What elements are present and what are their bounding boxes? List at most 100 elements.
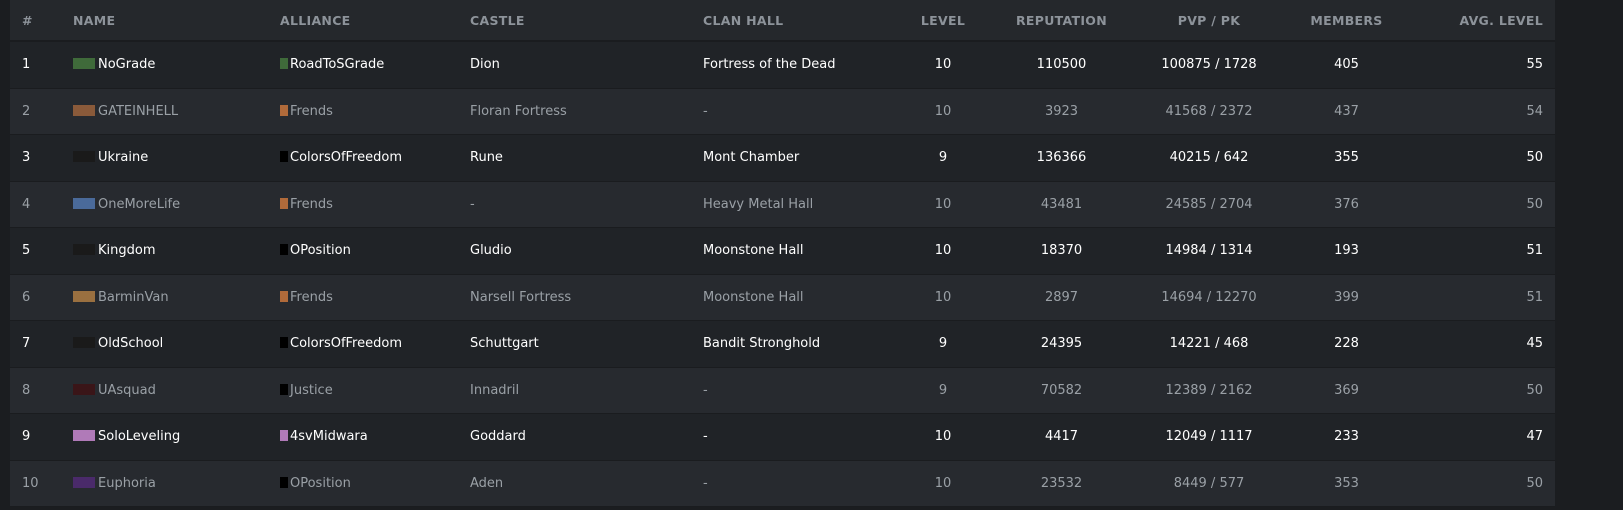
avg-level-cell: 47	[1404, 413, 1555, 461]
alliance-name[interactable]: Frends	[290, 196, 333, 212]
table-row[interactable]: 2 GATEINHELL Frends Floran Fortress -10 3923 4…	[10, 88, 1555, 135]
castle-cell: Rune	[469, 134, 702, 182]
clan-name[interactable]: UAsquad	[98, 382, 156, 398]
castle-cell: Goddard	[469, 413, 702, 461]
clan-hall-cell: -	[702, 367, 892, 414]
alliance-crest-icon	[280, 104, 288, 116]
alliance-cell[interactable]: Justice	[279, 367, 469, 414]
header-clan-hall[interactable]: CLAN HALL	[702, 0, 892, 42]
castle-cell: Narsell Fortress	[469, 274, 702, 321]
level-cell: 9	[892, 320, 994, 368]
table-row[interactable]: 4 OneMoreLife Frends - Heavy Metal Hall 10 434…	[10, 181, 1555, 228]
name-cell[interactable]: GATEINHELL	[72, 88, 279, 135]
alliance-name[interactable]: Frends	[290, 103, 333, 119]
rank-cell: 5	[10, 227, 72, 275]
alliance-name[interactable]: ColorsOfFreedom	[290, 336, 402, 352]
reputation-cell: 3923	[994, 88, 1129, 135]
table-row[interactable]: 10 Euphoria OPosition Aden -10 23532 8449 / 57…	[10, 460, 1555, 507]
alliance-name[interactable]: RoadToSGrade	[290, 57, 385, 73]
alliance-cell[interactable]: RoadToSGrade	[279, 41, 469, 89]
reputation-cell: 43481	[994, 181, 1129, 228]
rank-cell: 10	[10, 460, 72, 507]
name-cell[interactable]: OneMoreLife	[72, 181, 279, 228]
clan-hall-cell: -	[702, 460, 892, 507]
alliance-cell[interactable]: OPosition	[279, 460, 469, 507]
header-pvp-pk[interactable]: PVP / PK	[1129, 0, 1289, 42]
clan-name[interactable]: GATEINHELL	[98, 103, 179, 119]
table-row[interactable]: 6 BarminVan Frends Narsell Fortress Moonston…	[10, 274, 1555, 321]
clan-name[interactable]: OldSchool	[98, 336, 164, 352]
members-cell: 193	[1289, 227, 1404, 275]
header-members[interactable]: MEMBERS	[1289, 0, 1404, 42]
alliance-cell[interactable]: Frends	[279, 88, 469, 135]
rank-cell: 8	[10, 367, 72, 414]
header-rank[interactable]: #	[10, 0, 72, 42]
alliance-name[interactable]: OPosition	[290, 475, 351, 491]
reputation-cell: 136366	[994, 134, 1129, 182]
pvp-pk-cell: 24585 / 2704	[1129, 181, 1289, 228]
castle-cell: Innadril	[469, 367, 702, 414]
clan-name[interactable]: Ukraine	[98, 150, 149, 166]
clan-name[interactable]: OneMoreLife	[98, 196, 181, 212]
avg-level-cell: 51	[1404, 227, 1555, 275]
alliance-name[interactable]: 4svMidwara	[290, 429, 368, 445]
members-cell: 228	[1289, 320, 1404, 368]
alliance-name[interactable]: Frends	[290, 289, 333, 305]
alliance-cell[interactable]: ColorsOfFreedom	[279, 134, 469, 182]
clan-crest-icon	[73, 197, 95, 209]
members-cell: 233	[1289, 413, 1404, 461]
alliance-cell[interactable]: Frends	[279, 274, 469, 321]
alliance-cell[interactable]: OPosition	[279, 227, 469, 275]
name-cell[interactable]: BarminVan	[72, 274, 279, 321]
table-row[interactable]: 5 Kingdom OPosition Gludio Moonstone Hall 10 1…	[10, 227, 1555, 275]
alliance-cell[interactable]: Frends	[279, 181, 469, 228]
pvp-pk-cell: 100875 / 1728	[1129, 41, 1289, 89]
reputation-cell: 2897	[994, 274, 1129, 321]
name-cell[interactable]: Kingdom	[72, 227, 279, 275]
header-level[interactable]: LEVEL	[892, 0, 994, 42]
avg-level-cell: 50	[1404, 460, 1555, 507]
table-header: # NAME ALLIANCE CASTLE CLAN HALL LEVEL R…	[10, 0, 1555, 42]
clan-name[interactable]: Kingdom	[98, 243, 156, 259]
clan-name[interactable]: Euphoria	[98, 475, 156, 491]
header-alliance[interactable]: ALLIANCE	[279, 0, 469, 42]
table-row[interactable]: 7 OldSchool ColorsOfFreedom Schuttgart Bandi…	[10, 320, 1555, 368]
header-castle[interactable]: CASTLE	[469, 0, 702, 42]
castle-cell: Gludio	[469, 227, 702, 275]
clan-hall-cell: Moonstone Hall	[702, 274, 892, 321]
name-cell[interactable]: NoGrade	[72, 41, 279, 89]
rank-cell: 9	[10, 413, 72, 461]
alliance-name[interactable]: Justice	[290, 382, 333, 398]
reputation-cell: 24395	[994, 320, 1129, 368]
clan-crest-icon	[73, 151, 95, 163]
pvp-pk-cell: 41568 / 2372	[1129, 88, 1289, 135]
members-cell: 376	[1289, 181, 1404, 228]
alliance-name[interactable]: OPosition	[290, 243, 351, 259]
clan-name[interactable]: BarminVan	[98, 289, 169, 305]
table-row[interactable]: 1 NoGrade RoadToSGrade Dion Fortress of the …	[10, 41, 1555, 89]
table-row[interactable]: 3 Ukraine ColorsOfFreedom Rune Mont Chamber 9…	[10, 134, 1555, 182]
clan-ranking-table: # NAME ALLIANCE CASTLE CLAN HALL LEVEL R…	[10, 0, 1555, 507]
name-cell[interactable]: Ukraine	[72, 134, 279, 182]
table-row[interactable]: 8 UAsquad Justice Innadril -9 70582 12389 / 21…	[10, 367, 1555, 414]
alliance-crest-icon	[280, 290, 288, 302]
table-row[interactable]: 9 SoloLeveling 4svMidwara Goddard -10 4417 120…	[10, 413, 1555, 461]
avg-level-cell: 51	[1404, 274, 1555, 321]
rank-cell: 7	[10, 320, 72, 368]
pvp-pk-cell: 14984 / 1314	[1129, 227, 1289, 275]
alliance-name[interactable]: ColorsOfFreedom	[290, 150, 402, 166]
name-cell[interactable]: Euphoria	[72, 460, 279, 507]
clan-name[interactable]: SoloLeveling	[98, 429, 181, 445]
name-cell[interactable]: OldSchool	[72, 320, 279, 368]
avg-level-cell: 50	[1404, 181, 1555, 228]
header-reputation[interactable]: REPUTATION	[994, 0, 1129, 42]
name-cell[interactable]: SoloLeveling	[72, 413, 279, 461]
header-name[interactable]: NAME	[72, 0, 279, 42]
clan-name[interactable]: NoGrade	[98, 57, 156, 73]
header-avg-level[interactable]: AVG. LEVEL	[1404, 0, 1555, 42]
alliance-cell[interactable]: ColorsOfFreedom	[279, 320, 469, 368]
name-cell[interactable]: UAsquad	[72, 367, 279, 414]
clan-crest-icon	[73, 383, 95, 395]
alliance-cell[interactable]: 4svMidwara	[279, 413, 469, 461]
level-cell: 10	[892, 181, 994, 228]
